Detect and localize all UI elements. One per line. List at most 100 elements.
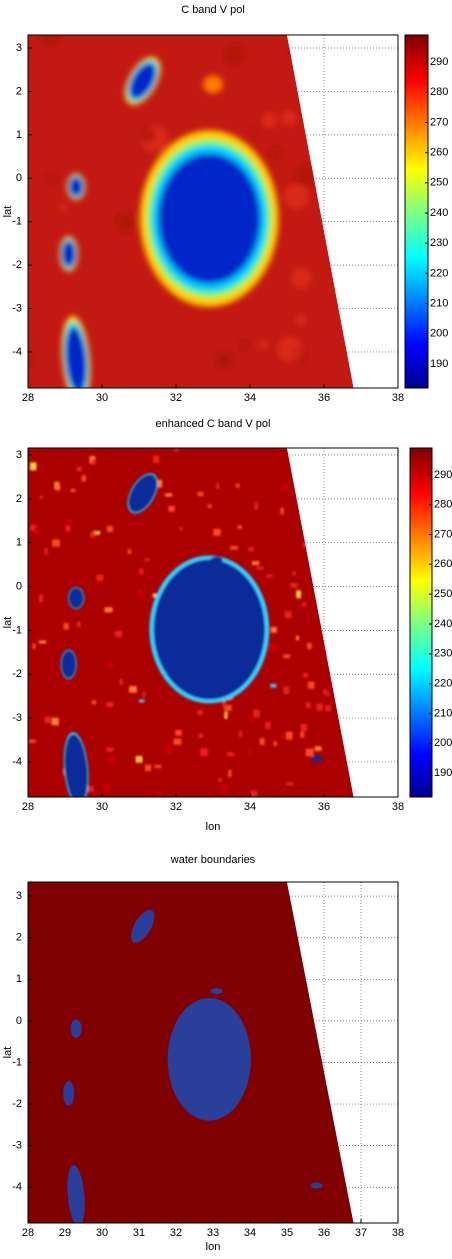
heatmap-speckle xyxy=(226,752,235,757)
heatmap-speckle xyxy=(218,778,223,782)
colorbar-tick-label: 210 xyxy=(434,707,452,719)
heatmap-speckle xyxy=(265,721,271,730)
y-tick-label: 1 xyxy=(16,973,22,985)
y-tick-label: 0 xyxy=(16,172,22,184)
heatmap-blob xyxy=(210,556,223,563)
heatmap-speckle xyxy=(175,730,182,736)
colorbar-tick-label: 220 xyxy=(434,678,452,690)
heatmap-speckle xyxy=(165,746,174,754)
heatmap-speckle xyxy=(96,574,104,582)
heatmap-speckle xyxy=(256,566,264,570)
x-tick-label: 34 xyxy=(244,392,256,404)
colorbar xyxy=(404,34,429,389)
heatmap-blob xyxy=(128,474,157,513)
heatmap-speckle xyxy=(307,702,311,709)
heatmap-speckle xyxy=(235,483,240,488)
x-tick-label: 33 xyxy=(207,1227,219,1239)
heatmap-speckle xyxy=(91,700,97,705)
x-tick-label: 38 xyxy=(392,801,404,813)
colorbar xyxy=(409,447,433,798)
heatmap-speckle xyxy=(270,146,282,158)
x-tick-label: 34 xyxy=(244,801,256,813)
heatmap-speckle xyxy=(230,545,238,550)
heatmap-speckle xyxy=(107,755,116,763)
x-tick-label: 32 xyxy=(170,1227,182,1239)
y-tick-label: -3 xyxy=(12,712,22,724)
heatmap-speckle xyxy=(239,730,243,738)
heatmap-speckle xyxy=(44,547,48,556)
heatmap-speckle xyxy=(323,646,328,653)
heatmap-speckle xyxy=(224,711,228,719)
heatmap-blob xyxy=(67,1165,85,1223)
heatmap-speckle xyxy=(40,35,61,46)
y-tick-label: -2 xyxy=(12,259,22,271)
heatmap-speckle xyxy=(301,602,307,607)
heatmap-speckle xyxy=(70,488,76,493)
heatmap-speckle xyxy=(114,630,123,638)
y-axis-label: lat xyxy=(2,617,14,629)
heatmap-speckle xyxy=(283,183,309,210)
colorbar-tick-label: 290 xyxy=(434,469,452,481)
heatmap-speckle xyxy=(248,749,252,756)
heatmap-speckle xyxy=(285,731,293,740)
heatmap-blob xyxy=(131,909,155,943)
heatmap-blob xyxy=(203,75,223,94)
heatmap-speckle xyxy=(144,558,150,562)
heatmap-speckle xyxy=(63,622,69,630)
heatmap-speckle xyxy=(314,746,322,751)
y-tick-label: 0 xyxy=(16,1015,22,1027)
y-tick-label: -3 xyxy=(12,302,22,314)
heatmap-speckle xyxy=(116,212,137,233)
x-tick-label: 28 xyxy=(22,1227,34,1239)
heatmap-blob xyxy=(65,327,87,388)
heatmap-speckle xyxy=(30,524,37,531)
x-tick-label: 36 xyxy=(318,801,330,813)
colorbar-tick-label: 230 xyxy=(430,237,448,249)
heatmap-speckle xyxy=(316,703,323,711)
heatmap-speckle xyxy=(174,448,179,452)
heatmap-speckle xyxy=(207,504,212,508)
heatmap-speckle xyxy=(213,528,221,536)
heatmap-speckle xyxy=(266,574,273,578)
colorbar-tick-label: 280 xyxy=(434,499,452,511)
heatmap-blob xyxy=(63,1081,75,1106)
y-tick-label: 0 xyxy=(16,580,22,592)
heatmap-speckle xyxy=(129,686,137,693)
y-tick-label: 3 xyxy=(16,890,22,902)
heatmap-speckle xyxy=(220,784,228,793)
axes-box xyxy=(27,447,399,798)
heatmap-speckle xyxy=(306,643,312,650)
heatmap xyxy=(28,882,354,1223)
heatmap-speckle xyxy=(224,704,232,711)
heatmap-speckle xyxy=(273,741,278,746)
colorbar-tick-label: 200 xyxy=(430,328,448,340)
x-axis-label: lon xyxy=(206,1241,221,1253)
y-tick-label: 3 xyxy=(16,42,22,54)
y-tick-label: -1 xyxy=(12,1056,22,1068)
heatmap-speckle xyxy=(197,491,204,497)
heatmap-speckle xyxy=(39,594,44,603)
heatmap-speckle xyxy=(34,526,40,535)
x-tick-label: 38 xyxy=(392,1227,404,1239)
colorbar-tick-label: 280 xyxy=(430,86,448,98)
heatmap-speckle xyxy=(154,764,162,769)
heatmap-speckle xyxy=(258,339,269,350)
y-tick-label: 3 xyxy=(16,449,22,461)
heatmap-speckle xyxy=(127,549,132,555)
heatmap-speckle xyxy=(138,699,145,703)
heatmap-speckle xyxy=(44,716,51,724)
heatmap-speckle xyxy=(173,738,182,745)
heatmap-detail xyxy=(28,448,346,797)
heatmap-blob xyxy=(310,1182,323,1189)
heatmap-speckle xyxy=(223,43,246,65)
heatmap-speckle xyxy=(270,683,277,688)
colorbar-tick-label: 230 xyxy=(434,648,452,660)
heatmap-speckle xyxy=(106,701,114,707)
heatmap-speckle xyxy=(152,455,160,464)
colorbar-tick-label: 190 xyxy=(434,767,452,779)
heatmap-speckle xyxy=(119,678,123,685)
x-tick-label: 32 xyxy=(170,801,182,813)
colorbar-tick-label: 270 xyxy=(430,116,448,128)
